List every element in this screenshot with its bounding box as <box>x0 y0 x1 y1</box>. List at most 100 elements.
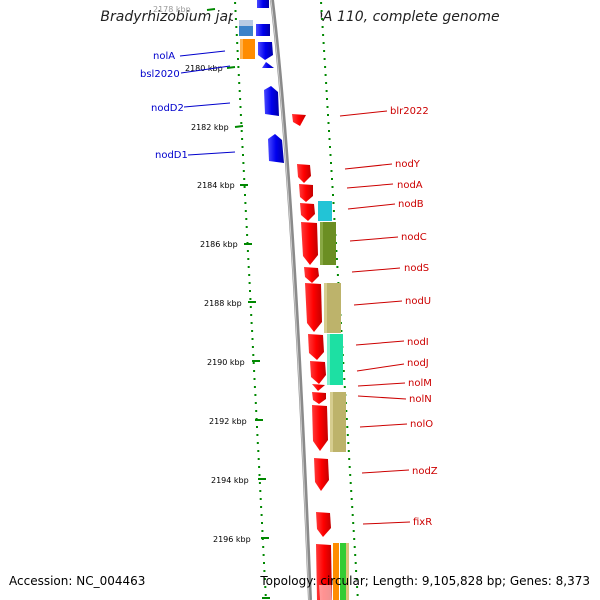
track-dot <box>325 82 328 84</box>
track-dot <box>264 586 267 588</box>
track-dot <box>239 114 242 116</box>
gene-label-nodY: nodY <box>395 159 421 170</box>
gene-label-nolA: nolA <box>153 51 175 62</box>
track-dot <box>355 570 358 572</box>
track-dot <box>336 266 339 268</box>
gene-nolA <box>258 42 273 60</box>
cog-block-khaki-shade <box>324 283 327 333</box>
cog-block-khaki <box>324 283 341 333</box>
track-dot <box>246 250 249 252</box>
gene-nodZ <box>314 458 329 491</box>
gene-label-nolN: nolN <box>409 394 432 405</box>
cog-block-mint <box>327 334 343 385</box>
track-dot <box>348 466 351 468</box>
track-dot <box>251 330 254 332</box>
track-dot <box>342 370 345 372</box>
track-dot <box>248 274 251 276</box>
gene-nodD2 <box>264 86 279 116</box>
gene-nolO <box>312 405 328 451</box>
gene-nolA <box>257 0 269 8</box>
track-dot <box>237 74 240 76</box>
reverse-gene-labels: nolA bsl2020 nodD2 nodD1 <box>140 50 236 161</box>
track-dot <box>356 586 359 588</box>
track-dot <box>258 482 261 484</box>
track-dot <box>249 306 252 308</box>
track-dot <box>241 138 244 140</box>
track-dot <box>260 514 263 516</box>
leader-line <box>179 50 226 57</box>
track-dot <box>264 594 267 596</box>
gene-fixR <box>316 512 331 537</box>
track-dot <box>242 154 244 156</box>
track-dot <box>245 226 248 228</box>
track-dot <box>253 378 256 380</box>
track-dot <box>256 442 259 444</box>
track-dot <box>329 146 331 148</box>
track-dot <box>255 410 258 412</box>
leader-line <box>351 267 401 273</box>
track-dot <box>352 530 355 532</box>
gene-label-nodA: nodA <box>397 180 423 191</box>
ruler-tick-label: 2178 kbp <box>153 5 191 14</box>
track-dot <box>257 458 260 460</box>
track-dot <box>263 562 265 564</box>
track-dot <box>260 506 263 508</box>
track-dot <box>263 570 266 572</box>
leader-line <box>339 110 388 117</box>
forward-strand-genes <box>292 114 332 600</box>
track-dot <box>250 314 253 316</box>
track-dot <box>252 362 255 364</box>
leader-line <box>344 163 393 170</box>
gene-nodC <box>301 222 318 265</box>
leader-line <box>361 469 410 474</box>
gene-nodU <box>305 283 322 332</box>
track-dot <box>343 378 346 380</box>
ruler-tick-mark <box>226 66 236 69</box>
gene-label-nodI: nodI <box>407 337 429 348</box>
track-dot <box>354 554 357 556</box>
track-dot <box>350 490 353 492</box>
forward-gene-labels: blr2022 nodY nodA nodB nodC nodS nodU no… <box>339 106 438 528</box>
cog-block-khaki <box>330 392 346 452</box>
track-dot <box>330 162 332 164</box>
gene-feature-bottom-overlay <box>319 585 332 600</box>
track-dot <box>346 426 349 428</box>
track-dot <box>253 386 256 388</box>
genome-backbone-highlight <box>270 0 310 600</box>
track-dot <box>332 202 335 204</box>
track-dot <box>257 450 260 452</box>
track-dot <box>328 138 331 140</box>
cog-blocks <box>318 201 349 600</box>
track-dot <box>236 50 239 52</box>
track-dot <box>242 162 245 164</box>
gene-label-nodZ: nodZ <box>412 466 438 477</box>
ruler-tick-label: 2192 kbp <box>209 417 247 426</box>
track-dot <box>349 474 352 476</box>
track-dot <box>256 426 258 428</box>
gene-nodY <box>297 164 311 183</box>
gene-blr2022 <box>292 114 306 126</box>
genome-backbone <box>270 0 312 600</box>
ruler-tick-mark <box>234 125 244 128</box>
track-dot <box>235 34 238 36</box>
track-dot <box>249 298 252 300</box>
gene-feature-orange-edge <box>240 39 243 59</box>
track-dot <box>259 498 262 500</box>
track-dot <box>331 186 334 188</box>
leader-line <box>183 102 231 108</box>
track-dot <box>326 106 329 108</box>
track-dot <box>244 210 247 212</box>
track-dot <box>238 82 241 84</box>
gene-label-nodC: nodC <box>401 232 427 243</box>
gene-label-nolM: nolM <box>408 378 432 389</box>
track-dot <box>351 514 354 516</box>
cog-block-green <box>340 543 346 600</box>
leader-line <box>349 236 399 242</box>
track-dot <box>243 186 246 188</box>
cog-block-orange <box>333 543 339 600</box>
track-dot <box>336 274 339 276</box>
track-dot <box>323 58 326 60</box>
ruler-tick-label: 2188 kbp <box>204 299 242 308</box>
track-dot <box>237 66 240 68</box>
ruler-tick-label: 2180 kbp <box>185 64 223 73</box>
